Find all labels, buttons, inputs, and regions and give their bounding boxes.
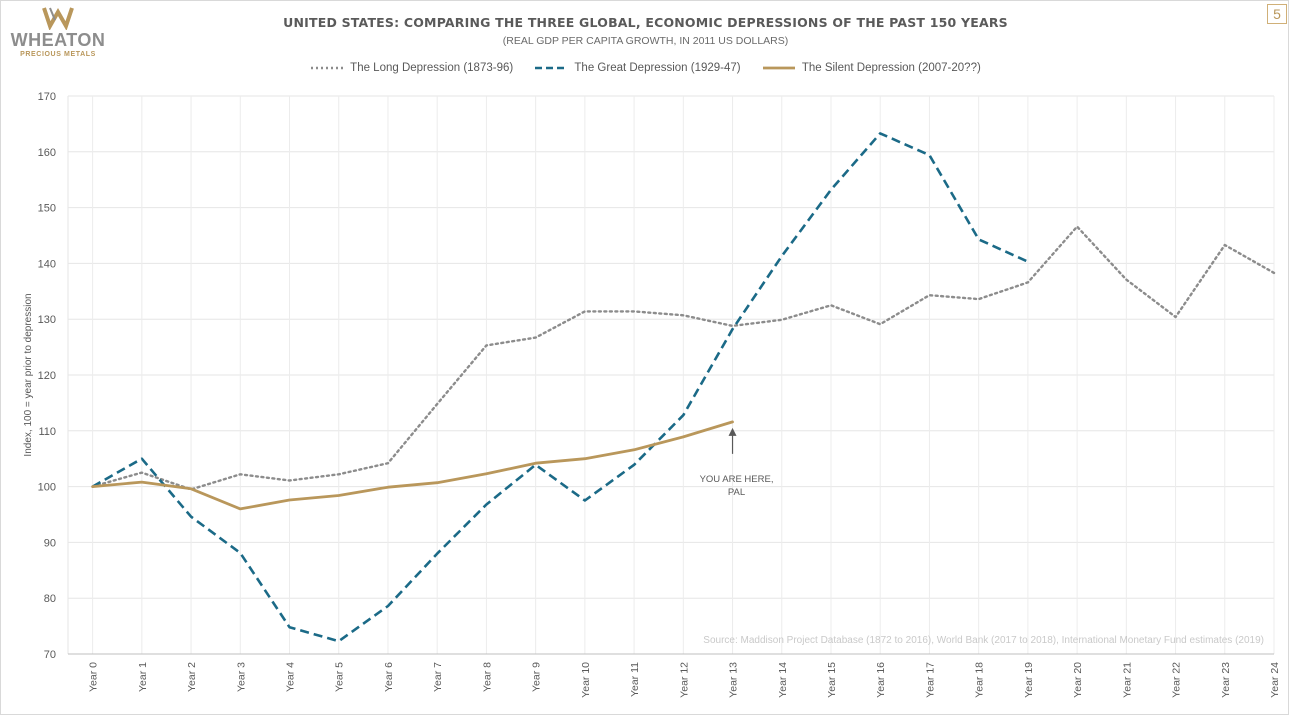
logo-tagline: PRECIOUS METALS: [20, 51, 96, 58]
chart-title: UNITED STATES: COMPARING THE THREE GLOBA…: [283, 15, 1008, 30]
x-tick-label: Year 11: [629, 662, 641, 697]
chart-grid: [67, 95, 1275, 655]
x-tick-label: Year 7: [432, 662, 444, 692]
x-axis: Year 0 Year 1 Year 2 Year 3 Year 4 Year 5 Year…: [68, 653, 1281, 698]
x-tick-label: Year 8: [481, 662, 493, 692]
y-tick-label: 110: [38, 426, 56, 438]
y-axis-label: Index, 100 = year prior to depression: [23, 293, 34, 456]
x-tick-label: Year 4: [285, 662, 297, 692]
page-number: 5: [1267, 4, 1287, 24]
annotation-arrow-icon: [728, 427, 737, 436]
y-axis: 70 80 90 100 110 120 130 140 150 160 170: [38, 91, 56, 661]
y-tick-label: 170: [38, 91, 56, 103]
legend-item-silent-depression: The Silent Depression (2007-20??): [762, 62, 981, 74]
annotation-text-line2: PAL: [728, 487, 745, 498]
x-tick-label: Year 10: [580, 662, 592, 698]
x-tick-label: Year 15: [826, 662, 838, 698]
x-tick-label: Year 3: [235, 662, 247, 692]
y-tick-label: 160: [38, 147, 56, 159]
x-tick-label: Year 2: [186, 662, 198, 692]
logo-wordmark: WHEATON: [10, 30, 106, 50]
legend-swatch-dashed: [535, 66, 568, 70]
y-tick-label: 80: [44, 593, 56, 605]
x-tick-label: Year 24: [1269, 662, 1281, 698]
x-tick-label: Year 23: [1220, 662, 1232, 698]
y-tick-label: 100: [38, 482, 56, 494]
y-tick-label: 150: [38, 203, 56, 215]
legend-item-great-depression: The Great Depression (1929-47): [534, 62, 741, 74]
legend-swatch-solid: [762, 66, 795, 70]
x-tick-label: Year 1: [137, 662, 149, 692]
y-tick-label: 140: [38, 258, 56, 270]
x-tick-label: Year 17: [924, 662, 936, 698]
wheaton-logo: WHEATON PRECIOUS METALS: [8, 6, 108, 62]
legend-item-long-depression: The Long Depression (1873-96): [310, 62, 513, 74]
legend-label: The Silent Depression (2007-20??): [801, 62, 981, 74]
y-tick-label: 120: [38, 370, 56, 382]
series-line-great-depression: [91, 132, 1029, 643]
chart-legend: The Long Depression (1873-96) The Great …: [0, 62, 1291, 74]
x-tick-label: Year 12: [678, 662, 690, 698]
annotation-you-are-here: YOU ARE HERE, PAL: [700, 427, 774, 498]
x-tick-label: Year 9: [531, 662, 543, 692]
y-tick-label: 90: [44, 537, 56, 549]
x-tick-label: Year 6: [383, 662, 395, 692]
legend-label: The Great Depression (1929-47): [574, 62, 741, 74]
x-tick-label: Year 20: [1072, 662, 1084, 698]
chart-series: [91, 132, 1276, 643]
x-tick-label: Year 0: [88, 662, 100, 692]
series-line-silent-depression: [91, 420, 734, 511]
x-tick-label: Year 13: [728, 662, 740, 698]
y-tick-label: 70: [44, 649, 56, 661]
x-tick-label: Year 18: [974, 662, 986, 698]
series-line-long-depression: [91, 225, 1276, 491]
x-tick-label: Year 16: [875, 662, 887, 698]
wheaton-w-icon: [42, 7, 74, 30]
x-tick-label: Year 14: [777, 662, 789, 698]
x-tick-label: Year 21: [1121, 662, 1133, 698]
x-tick-label: Year 19: [1023, 662, 1035, 698]
x-tick-label: Year 22: [1171, 662, 1183, 698]
x-tick-label: Year 5: [334, 662, 346, 692]
legend-label: The Long Depression (1873-96): [350, 62, 514, 74]
y-tick-label: 130: [38, 314, 56, 326]
source-note: Source: Maddison Project Database (1872 …: [703, 635, 1264, 646]
annotation-text-line1: YOU ARE HERE,: [700, 474, 774, 485]
legend-swatch-dotted: [311, 66, 344, 70]
chart-subtitle: (REAL GDP PER CAPITA GROWTH, IN 2011 US …: [502, 35, 789, 47]
